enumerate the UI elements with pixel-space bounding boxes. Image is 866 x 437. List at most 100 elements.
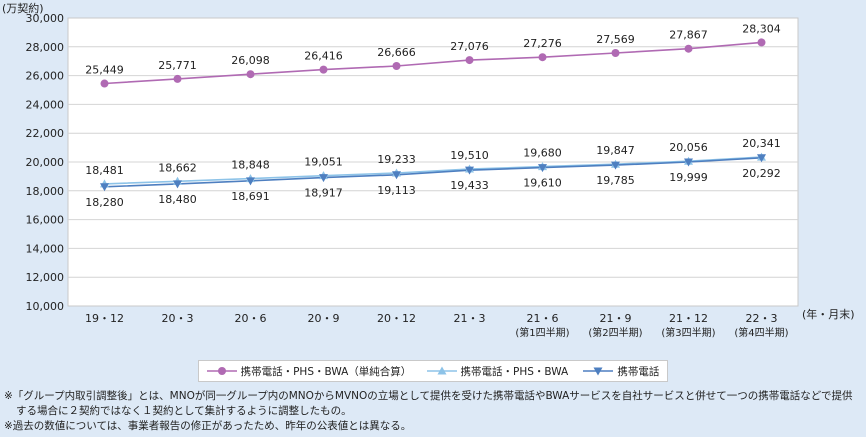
data-point — [246, 70, 255, 79]
x-tick-label: 19・12 — [85, 312, 124, 325]
data-point — [684, 44, 693, 53]
data-label: 26,098 — [231, 54, 270, 67]
data-label: 19,847 — [596, 144, 635, 157]
series-line — [104, 41, 762, 85]
legend-item-total: 携帯電話・PHS・BWA（単純合算） — [206, 364, 412, 379]
x-tick-sublabel: (第4四半期) — [734, 326, 788, 339]
y-tick-label: 16,000 — [26, 214, 65, 227]
y-tick-label: 20,000 — [26, 156, 65, 169]
data-label: 20,292 — [742, 167, 781, 180]
x-axis-ticks: 19・12 20・3 20・6 20・9 20・12 21・3 21・6(第1四半期) 21・… — [85, 312, 789, 339]
y-tick-label: 18,000 — [26, 185, 65, 198]
legend-label: 携帯電話 — [617, 365, 660, 378]
data-point — [100, 79, 109, 88]
data-label: 19,051 — [304, 156, 343, 169]
data-point — [465, 166, 474, 175]
x-tick-label: 20・3 — [162, 312, 194, 325]
y-tick-label: 10,000 — [26, 300, 65, 313]
footnote: ※過去の数値については、事業者報告の修正があったため、昨年の公表値とは異なる。 — [4, 420, 412, 432]
data-point — [611, 49, 620, 58]
x-tick-label: 21・3 — [454, 312, 486, 325]
legend-label: 携帯電話・PHS・BWA — [460, 365, 569, 378]
data-label: 27,076 — [450, 40, 489, 53]
x-tick-label: 21・6 — [527, 312, 559, 325]
x-tick-label: 20・6 — [235, 312, 267, 325]
data-label: 18,662 — [158, 161, 197, 174]
legend-item-mobile-phs-bwa: 携帯電話・PHS・BWA — [426, 364, 569, 379]
legend-label: 携帯電話・PHS・BWA（単純合算） — [240, 365, 412, 378]
data-label: 19,610 — [523, 177, 562, 190]
y-tick-label: 24,000 — [26, 98, 65, 111]
x-tick-sublabel: (第3四半期) — [661, 326, 715, 339]
y-tick-label: 12,000 — [26, 271, 65, 284]
data-point — [319, 174, 328, 183]
x-tick-label: 20・9 — [308, 312, 340, 325]
y-tick-label: 14,000 — [26, 242, 65, 255]
y-tick-label: 22,000 — [26, 127, 65, 140]
y-axis-ticks: 10,000 12,000 14,000 16,000 18,000 20,000 22,0… — [26, 12, 65, 313]
legend-item-mobile: 携帯電話 — [583, 364, 659, 379]
data-point — [319, 65, 328, 74]
data-point — [173, 74, 182, 83]
y-tick-label: 30,000 — [26, 12, 65, 25]
data-point — [757, 38, 766, 47]
data-label: 27,867 — [669, 29, 708, 42]
data-label: 19,433 — [450, 179, 489, 192]
data-point — [757, 154, 766, 163]
data-label: 19,510 — [450, 149, 489, 162]
data-label: 18,917 — [304, 187, 343, 200]
footnote: ※「グループ内取引調整後」とは、MNOが同一グループ内のMNOからMVNOの立場… — [4, 390, 853, 417]
data-label: 19,999 — [669, 171, 708, 184]
data-point — [538, 53, 547, 62]
data-point — [465, 56, 474, 65]
series-line — [104, 157, 762, 188]
data-label: 19,785 — [596, 174, 635, 187]
data-point — [246, 177, 255, 186]
data-point — [173, 180, 182, 189]
data-label: 18,691 — [231, 190, 270, 203]
line-chart: 10,000 12,000 14,000 16,000 18,000 20,000 22,0… — [2, 1, 855, 339]
series-line — [104, 156, 762, 185]
data-point — [100, 183, 109, 192]
x-tick-sublabel: (第2四半期) — [588, 326, 642, 339]
data-label: 18,280 — [85, 196, 124, 209]
footnotes: ※「グループ内取引調整後」とは、MNOが同一グループ内のMNOからMVNOの立場… — [4, 389, 862, 434]
data-label: 28,304 — [742, 22, 781, 35]
triangle-down-marker-icon — [583, 367, 614, 376]
data-label: 19,233 — [377, 153, 416, 166]
x-tick-label: 21・12 — [669, 312, 708, 325]
data-label: 20,341 — [742, 137, 781, 150]
series-lines — [104, 41, 762, 188]
data-point — [684, 158, 693, 167]
triangle-up-marker-icon — [426, 366, 457, 375]
x-tick-label: 22・3 — [746, 312, 778, 325]
data-label: 27,276 — [523, 37, 562, 50]
data-labels: 25,449 25,771 26,098 26,416 26,666 27,076 27,2… — [85, 22, 781, 208]
x-tick-label: 21・9 — [600, 312, 632, 325]
data-label: 19,680 — [523, 147, 562, 160]
x-axis-label: (年・月末) — [802, 307, 855, 321]
data-point — [611, 161, 620, 170]
gridlines — [68, 46, 798, 278]
data-label: 26,666 — [377, 46, 416, 59]
data-label: 25,771 — [158, 59, 197, 72]
series-markers — [100, 38, 766, 192]
data-label: 18,480 — [158, 193, 197, 206]
y-tick-label: 26,000 — [26, 70, 65, 83]
legend: 携帯電話・PHS・BWA（単純合算） 携帯電話・PHS・BWA 携帯電話 — [198, 360, 668, 382]
circle-marker-icon — [206, 367, 237, 375]
data-label: 19,113 — [377, 184, 416, 197]
data-point — [538, 164, 547, 173]
data-label: 20,056 — [669, 141, 708, 154]
data-label: 18,848 — [231, 159, 270, 172]
data-point — [392, 62, 401, 71]
data-label: 27,569 — [596, 33, 635, 46]
data-point — [392, 171, 401, 180]
data-label: 18,481 — [85, 164, 124, 177]
y-axis-label: (万契約) — [2, 1, 44, 15]
data-label: 26,416 — [304, 50, 343, 63]
x-tick-label: 20・12 — [377, 312, 416, 325]
data-label: 25,449 — [85, 64, 124, 77]
x-tick-sublabel: (第1四半期) — [515, 326, 569, 339]
y-tick-label: 28,000 — [26, 41, 65, 54]
